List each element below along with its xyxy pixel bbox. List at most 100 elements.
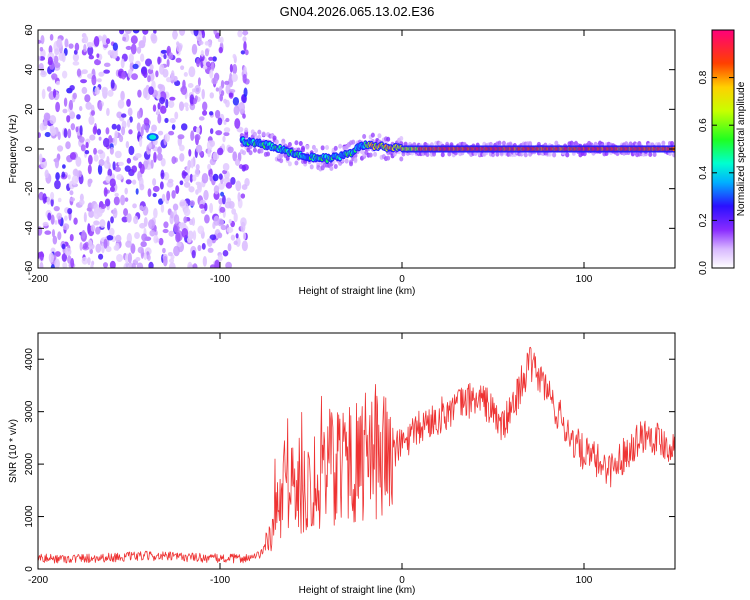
heatmap-cell [227, 243, 232, 252]
heatmap-cell [87, 164, 92, 175]
heatmap-cell [190, 130, 195, 142]
heatmap-cell [149, 64, 154, 71]
heatmap-cell [399, 156, 404, 162]
heatmap-cell [142, 87, 148, 99]
heatmap-cell [189, 94, 195, 105]
heatmap-cell [213, 215, 220, 226]
heatmap-cell [192, 263, 198, 268]
heatmap-cell [64, 247, 72, 257]
heatmap-cell [115, 234, 122, 243]
heatmap-cell [233, 212, 238, 223]
heatmap-cell [141, 233, 148, 242]
heatmap-cell [670, 141, 675, 147]
heatmap-cell [114, 150, 122, 159]
heatmap-cell [110, 216, 114, 224]
heatmap-cell [125, 179, 132, 185]
heatmap-cell [54, 62, 61, 68]
heatmap-cell [242, 30, 248, 36]
heatmap-cell [121, 71, 126, 80]
heatmap-cell [62, 261, 68, 268]
heatmap-cell [125, 240, 132, 248]
heatmap-cell [187, 261, 193, 268]
heatmap-cell [121, 113, 127, 118]
heatmap-cell [41, 88, 46, 100]
heatmap-cell [368, 152, 373, 158]
heatmap-cell [207, 163, 211, 171]
heatmap-cell [179, 30, 186, 36]
heatmap-cell [132, 30, 140, 34]
heatmap-cell [69, 152, 77, 160]
heatmap-cell [157, 102, 161, 110]
heatmap-cell [137, 89, 142, 98]
heatmap-cell [333, 145, 338, 151]
heatmap-cell [212, 151, 220, 161]
x-tick-label: 100 [576, 274, 593, 285]
heatmap-cell [178, 222, 186, 228]
heatmap-cell [373, 151, 378, 157]
heatmap-cell [142, 35, 147, 45]
heatmap-cell [200, 209, 206, 214]
heatmap-cell [183, 71, 188, 77]
heatmap-cell [43, 112, 51, 121]
heatmap-cell [241, 164, 246, 172]
heatmap-cell [252, 147, 257, 153]
heatmap-x-ticks: -200 -100 0 100 [28, 30, 593, 285]
heatmap-cell [353, 157, 358, 163]
heatmap-cell [87, 179, 92, 188]
heatmap-cell [113, 245, 119, 251]
heatmap-cell [83, 212, 87, 223]
heatmap-cell [196, 57, 201, 68]
heatmap-cell [134, 153, 142, 159]
heatmap-cell [156, 109, 160, 116]
heatmap-cell [200, 50, 205, 57]
heatmap-cell [221, 90, 225, 96]
heatmap-cell [61, 52, 66, 63]
heatmap-cell [166, 190, 171, 201]
heatmap-cell [38, 132, 41, 138]
heatmap-cell [67, 128, 72, 139]
heatmap-cell [552, 152, 557, 158]
heatmap-cell [233, 240, 238, 246]
heatmap-cell [168, 100, 175, 109]
heatmap-cell [105, 245, 112, 253]
y-tick-label: -60 [24, 260, 35, 275]
heatmap-cell [189, 173, 193, 183]
heatmap-cell [175, 185, 180, 195]
heatmap-cell [155, 238, 160, 243]
heatmap-cell [90, 110, 96, 116]
heatmap-cell [56, 38, 63, 49]
heatmap-cell [62, 108, 68, 114]
heatmap-cell [103, 62, 111, 68]
heatmap-cell [173, 222, 180, 233]
heatmap-cell [222, 162, 230, 171]
heatmap-cell [192, 230, 197, 241]
heatmap-cell [128, 145, 135, 156]
heatmap-cell [370, 132, 375, 138]
heatmap-cell [242, 73, 247, 84]
heatmap-cell [46, 86, 52, 92]
heatmap-cell [72, 53, 80, 62]
heatmap-cell [386, 136, 391, 142]
heatmap-cell [202, 110, 208, 116]
heatmap-cell [170, 70, 175, 81]
heatmap-cell [113, 196, 120, 206]
heatmap-cell [43, 119, 48, 127]
y-tick-label: 60 [24, 24, 35, 36]
heatmap-cell [39, 261, 44, 268]
heatmap-cell [107, 50, 113, 56]
heatmap-cell [213, 185, 220, 195]
heatmap-cell [141, 123, 146, 130]
heatmap-cell [142, 205, 149, 216]
heatmap-cell [214, 32, 221, 39]
heatmap-cell [344, 158, 349, 164]
heatmap-cell [95, 226, 101, 235]
heatmap-cell [136, 110, 142, 120]
heatmap-cell [56, 212, 62, 220]
heatmap-cell [222, 250, 229, 257]
heatmap-cell [61, 70, 68, 79]
heatmap-cell [157, 113, 162, 124]
heatmap-cell [143, 70, 148, 79]
heatmap-cell [54, 157, 60, 169]
heatmap-cell [131, 262, 136, 268]
heatmap-cell [214, 109, 221, 119]
